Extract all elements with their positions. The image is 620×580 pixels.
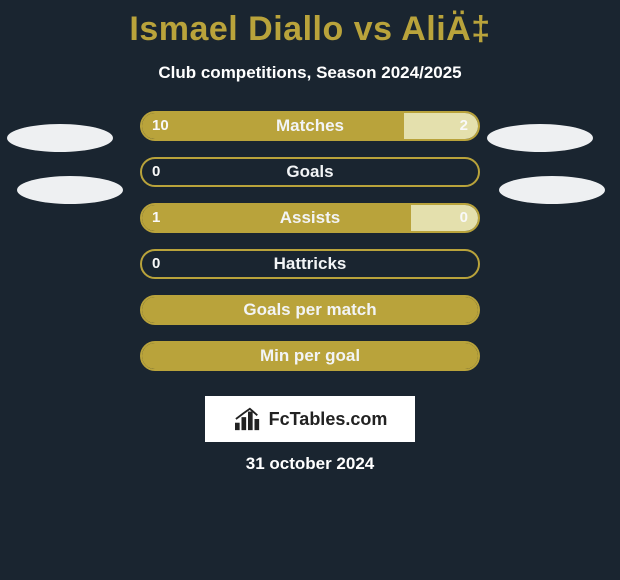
stat-value-left: 0 <box>152 249 160 279</box>
stat-label: Goals per match <box>140 295 480 325</box>
stat-value-left: 1 <box>152 203 160 233</box>
page-title: Ismael Diallo vs AliÄ‡ <box>0 0 620 49</box>
stat-label: Hattricks <box>140 249 480 279</box>
logo-text: FcTables.com <box>269 409 388 430</box>
comparison-card: Ismael Diallo vs AliÄ‡ Club competitions… <box>0 0 620 580</box>
stat-row: Assists1 0 <box>140 203 480 233</box>
stat-row: Hattricks0 <box>140 249 480 279</box>
decorative-ellipse <box>7 124 113 152</box>
decorative-ellipse <box>499 176 605 204</box>
stat-value-right: 0 <box>460 203 468 233</box>
stat-label: Matches <box>140 111 480 141</box>
date: 31 october 2024 <box>0 454 620 474</box>
stat-row: Matches10 2 <box>140 111 480 141</box>
stat-value-left: 0 <box>152 157 160 187</box>
decorative-ellipse <box>487 124 593 152</box>
stat-value-right: 2 <box>460 111 468 141</box>
stat-label: Assists <box>140 203 480 233</box>
stat-label: Min per goal <box>140 341 480 371</box>
fctables-logo[interactable]: FcTables.com <box>205 396 415 442</box>
stat-row: Goals0 <box>140 157 480 187</box>
stat-rows: Matches102Goals0Assists10Hattricks0Goals… <box>140 111 480 371</box>
decorative-ellipse <box>17 176 123 204</box>
stat-row: Min per goal <box>140 341 480 371</box>
stat-row: Goals per match <box>140 295 480 325</box>
subtitle: Club competitions, Season 2024/2025 <box>0 63 620 83</box>
chart-icon <box>233 406 263 432</box>
stat-value-left: 10 <box>152 111 169 141</box>
stat-label: Goals <box>140 157 480 187</box>
